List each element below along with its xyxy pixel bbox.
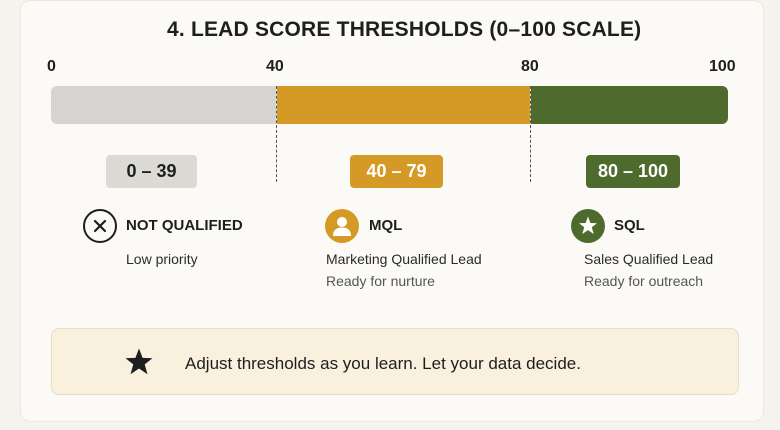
scale-tick-0: 0: [47, 58, 56, 75]
category-label-sql: SQL: [614, 217, 645, 234]
bar-segment-sql: [531, 86, 728, 124]
range-badge-mql: 40 – 79: [350, 155, 443, 188]
category-description-not-qualified: Low priority: [126, 251, 198, 267]
tip-text: Adjust thresholds as you learn. Let your…: [185, 354, 581, 373]
bar-segment-mql: [277, 86, 530, 124]
threshold-divider-80: [530, 86, 531, 182]
category-sub-sql: Ready for outreach: [584, 273, 704, 289]
person-icon: [325, 209, 359, 243]
x-circle-icon: [83, 209, 117, 243]
page-title: 4. LEAD SCORE THRESHOLDS (0–100 SCALE): [167, 18, 642, 41]
bar-segment-not-qualified: [51, 86, 276, 124]
category-label-mql: MQL: [369, 217, 403, 234]
star-icon: [571, 209, 605, 243]
scale-tick-100: 100: [709, 58, 736, 75]
scale-tick-80: 80: [521, 58, 539, 75]
category-description-mql: Marketing Qualified Lead: [326, 251, 482, 267]
category-label-not-qualified: NOT QUALIFIED: [126, 217, 243, 234]
threshold-divider-40: [276, 86, 277, 182]
scale-tick-40: 40: [266, 58, 284, 75]
tip-box: Adjust thresholds as you learn. Let your…: [51, 328, 739, 395]
range-badge-sql: 80 – 100: [586, 155, 680, 188]
range-badge-not-qualified: 0 – 39: [106, 155, 197, 188]
category-sub-mql: Ready for nurture: [326, 273, 435, 289]
star-icon: [124, 347, 154, 382]
category-description-sql: Sales Qualified Lead: [584, 251, 714, 267]
